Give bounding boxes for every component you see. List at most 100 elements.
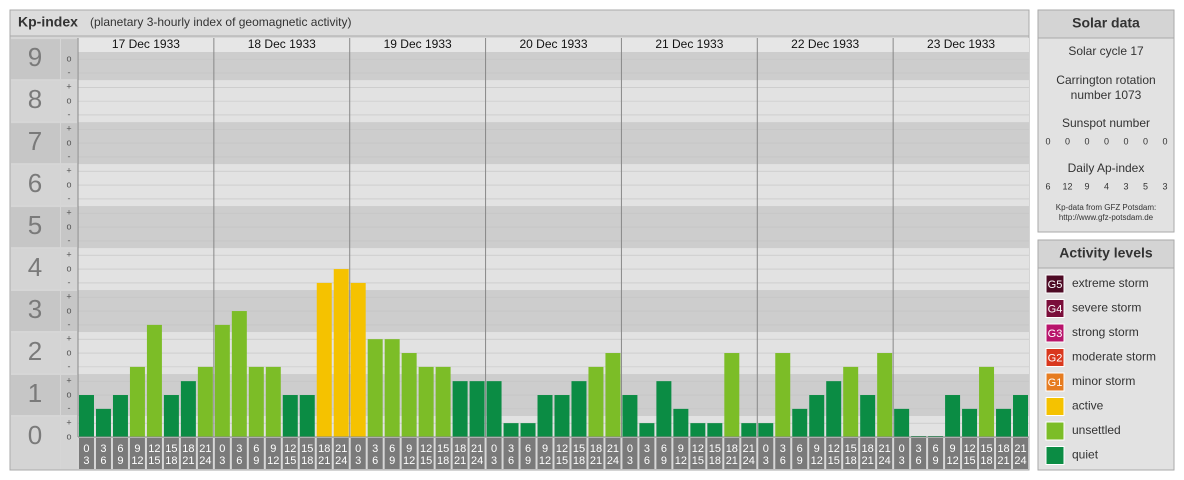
hour-box bbox=[265, 438, 281, 469]
hour-label: 18 bbox=[437, 455, 449, 467]
hour-label: 12 bbox=[148, 443, 160, 455]
hour-label: 21 bbox=[590, 455, 602, 467]
bar bbox=[571, 381, 587, 437]
hour-box bbox=[792, 438, 808, 469]
hour-label: 3 bbox=[100, 443, 106, 455]
y-label-box bbox=[11, 165, 60, 206]
hour-label: 0 bbox=[627, 443, 633, 455]
hour-label: 18 bbox=[709, 455, 721, 467]
hour-label: 3 bbox=[644, 443, 650, 455]
hour-label: 24 bbox=[879, 455, 891, 467]
hour-box bbox=[826, 438, 842, 469]
bar bbox=[163, 395, 179, 437]
bar bbox=[129, 366, 145, 437]
hour-box bbox=[367, 438, 383, 469]
bar bbox=[469, 381, 485, 437]
hour-label: 9 bbox=[797, 455, 803, 467]
bar bbox=[690, 423, 706, 437]
y-tick-label: 8 bbox=[28, 84, 42, 114]
hour-label: 9 bbox=[525, 455, 531, 467]
minor-tick-label: + bbox=[66, 124, 71, 134]
legend-title-bar bbox=[1037, 239, 1175, 269]
bar bbox=[656, 381, 672, 437]
hour-box bbox=[95, 438, 111, 469]
bar bbox=[503, 423, 519, 437]
bar bbox=[401, 353, 417, 437]
sunspot-number: 0 bbox=[1084, 136, 1089, 146]
bar bbox=[520, 423, 536, 437]
hour-label: 21 bbox=[471, 443, 483, 455]
ap-title: Daily Ap-index bbox=[1068, 161, 1145, 175]
minor-tick-label: - bbox=[68, 109, 71, 119]
hour-label: 6 bbox=[525, 443, 531, 455]
y-minor-box bbox=[61, 207, 77, 248]
minor-tick-label: + bbox=[66, 418, 71, 428]
date-header bbox=[78, 38, 1029, 52]
minor-tick-label: - bbox=[68, 319, 71, 329]
hour-box bbox=[163, 438, 179, 469]
hour-label: 3 bbox=[780, 443, 786, 455]
hour-label: 21 bbox=[454, 455, 466, 467]
y-minor-box bbox=[61, 249, 77, 290]
hour-box bbox=[605, 438, 621, 469]
y-tick-label: 0 bbox=[28, 420, 42, 450]
hour-label: 21 bbox=[607, 443, 619, 455]
hour-label: 12 bbox=[284, 443, 296, 455]
hour-label: 24 bbox=[607, 455, 619, 467]
bar bbox=[1013, 395, 1028, 437]
minor-tick-label: o bbox=[66, 389, 71, 399]
hour-box bbox=[146, 438, 162, 469]
day-label: 21 Dec 1933 bbox=[655, 37, 723, 51]
hour-label: 24 bbox=[743, 455, 755, 467]
hour-label: 9 bbox=[542, 443, 548, 455]
hour-box bbox=[384, 438, 400, 469]
hour-label: 18 bbox=[454, 443, 466, 455]
bar bbox=[894, 408, 910, 437]
hour-label: 9 bbox=[253, 455, 259, 467]
ap-value: 6 bbox=[1045, 181, 1050, 191]
hour-box bbox=[571, 438, 587, 469]
minor-tick-label: o bbox=[66, 137, 71, 147]
hour-label: 15 bbox=[301, 443, 313, 455]
ap-value: 4 bbox=[1104, 181, 1109, 191]
hour-label: 12 bbox=[539, 455, 551, 467]
legend-label: active bbox=[1072, 399, 1104, 413]
hour-box bbox=[945, 438, 961, 469]
hour-box bbox=[758, 438, 774, 469]
hour-label: 3 bbox=[219, 455, 225, 467]
bar bbox=[350, 282, 366, 437]
hour-label: 12 bbox=[675, 455, 687, 467]
hour-label: 3 bbox=[916, 443, 922, 455]
bar bbox=[758, 423, 774, 437]
hour-label: 3 bbox=[236, 443, 242, 455]
hour-box bbox=[724, 438, 740, 469]
sunspot-number: 0 bbox=[1123, 136, 1128, 146]
hour-label: 12 bbox=[963, 443, 975, 455]
hour-box bbox=[520, 438, 536, 469]
chart-subtitle: (planetary 3-hourly index of geomagnetic… bbox=[90, 15, 351, 29]
hour-label: 15 bbox=[148, 455, 160, 467]
hour-label: 0 bbox=[219, 443, 225, 455]
bar bbox=[877, 353, 893, 437]
legend-swatch bbox=[1045, 274, 1065, 294]
y-label-box bbox=[11, 249, 60, 290]
bar bbox=[979, 366, 995, 437]
hour-label: 3 bbox=[372, 443, 378, 455]
hour-box bbox=[775, 438, 791, 469]
legend-swatch bbox=[1045, 421, 1065, 441]
hour-label: 6 bbox=[372, 455, 378, 467]
hour-box bbox=[911, 438, 927, 469]
bar bbox=[452, 381, 468, 437]
y-minor-box bbox=[61, 375, 77, 416]
y-minor-box bbox=[61, 333, 77, 374]
hour-label: 15 bbox=[828, 455, 840, 467]
hour-label: 24 bbox=[471, 455, 483, 467]
sunspot-number: 0 bbox=[1104, 136, 1109, 146]
sunspot-number: 0 bbox=[1143, 136, 1148, 146]
hour-box bbox=[299, 438, 315, 469]
bar bbox=[231, 311, 247, 437]
hour-label: 24 bbox=[335, 455, 347, 467]
hour-label: 9 bbox=[389, 455, 395, 467]
minor-tick-label: - bbox=[68, 151, 71, 161]
hour-label: 3 bbox=[627, 455, 633, 467]
